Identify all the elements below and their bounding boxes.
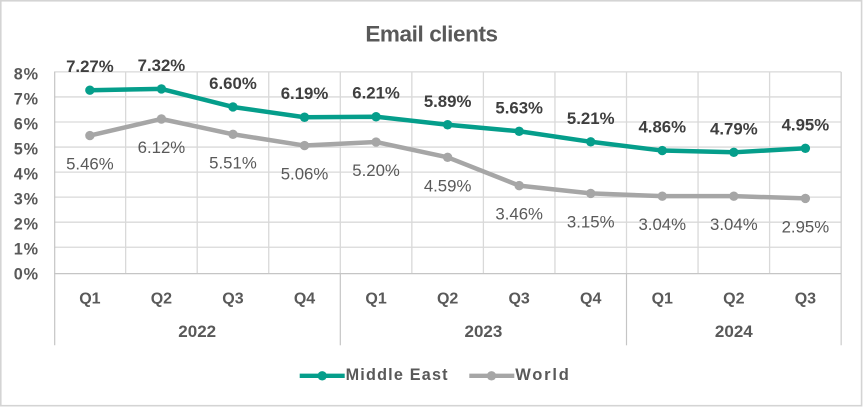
- svg-text:5.20%: 5.20%: [352, 161, 400, 180]
- svg-text:2024: 2024: [715, 322, 753, 341]
- svg-text:Email clients: Email clients: [365, 22, 497, 47]
- svg-text:Q2: Q2: [723, 290, 744, 307]
- svg-text:Q2: Q2: [437, 290, 458, 307]
- svg-text:3.04%: 3.04%: [710, 215, 758, 234]
- svg-text:Q1: Q1: [365, 290, 386, 307]
- svg-text:4.95%: 4.95%: [782, 115, 830, 134]
- svg-text:7.32%: 7.32%: [138, 56, 186, 75]
- svg-text:5.21%: 5.21%: [567, 109, 615, 128]
- svg-text:3.46%: 3.46%: [495, 205, 543, 224]
- svg-text:World: World: [515, 366, 570, 384]
- svg-text:4%: 4%: [14, 166, 39, 184]
- svg-text:5.63%: 5.63%: [495, 98, 543, 117]
- svg-text:6.21%: 6.21%: [352, 84, 400, 103]
- svg-text:5%: 5%: [14, 140, 39, 158]
- svg-text:Q3: Q3: [795, 290, 816, 307]
- svg-text:5.89%: 5.89%: [424, 92, 472, 111]
- svg-text:6.19%: 6.19%: [281, 84, 329, 103]
- svg-text:6.12%: 6.12%: [138, 138, 186, 157]
- svg-text:Q2: Q2: [151, 290, 172, 307]
- svg-text:Q3: Q3: [222, 290, 243, 307]
- svg-text:Q4: Q4: [580, 290, 601, 307]
- svg-text:7%: 7%: [14, 90, 39, 108]
- svg-text:7.27%: 7.27%: [66, 57, 114, 76]
- svg-text:Q4: Q4: [294, 290, 315, 307]
- svg-text:0%: 0%: [14, 266, 39, 284]
- svg-text:4.59%: 4.59%: [424, 176, 472, 195]
- svg-text:3.15%: 3.15%: [567, 212, 615, 231]
- svg-text:5.46%: 5.46%: [66, 155, 114, 174]
- svg-text:6.60%: 6.60%: [209, 74, 257, 93]
- svg-text:3%: 3%: [14, 191, 39, 209]
- svg-text:2%: 2%: [14, 216, 39, 234]
- svg-text:2.95%: 2.95%: [782, 217, 830, 236]
- svg-text:5.06%: 5.06%: [281, 165, 329, 184]
- svg-text:8%: 8%: [14, 65, 39, 83]
- svg-text:Q1: Q1: [79, 290, 100, 307]
- svg-text:3.04%: 3.04%: [638, 215, 686, 234]
- svg-text:2022: 2022: [178, 322, 216, 341]
- svg-text:Q3: Q3: [508, 290, 529, 307]
- svg-text:Middle East: Middle East: [346, 366, 449, 384]
- svg-text:6%: 6%: [14, 115, 39, 133]
- svg-text:4.86%: 4.86%: [638, 118, 686, 137]
- svg-text:Q1: Q1: [652, 290, 673, 307]
- svg-text:1%: 1%: [14, 241, 39, 259]
- svg-text:5.51%: 5.51%: [209, 153, 257, 172]
- svg-text:2023: 2023: [464, 322, 502, 341]
- svg-text:4.79%: 4.79%: [710, 119, 758, 138]
